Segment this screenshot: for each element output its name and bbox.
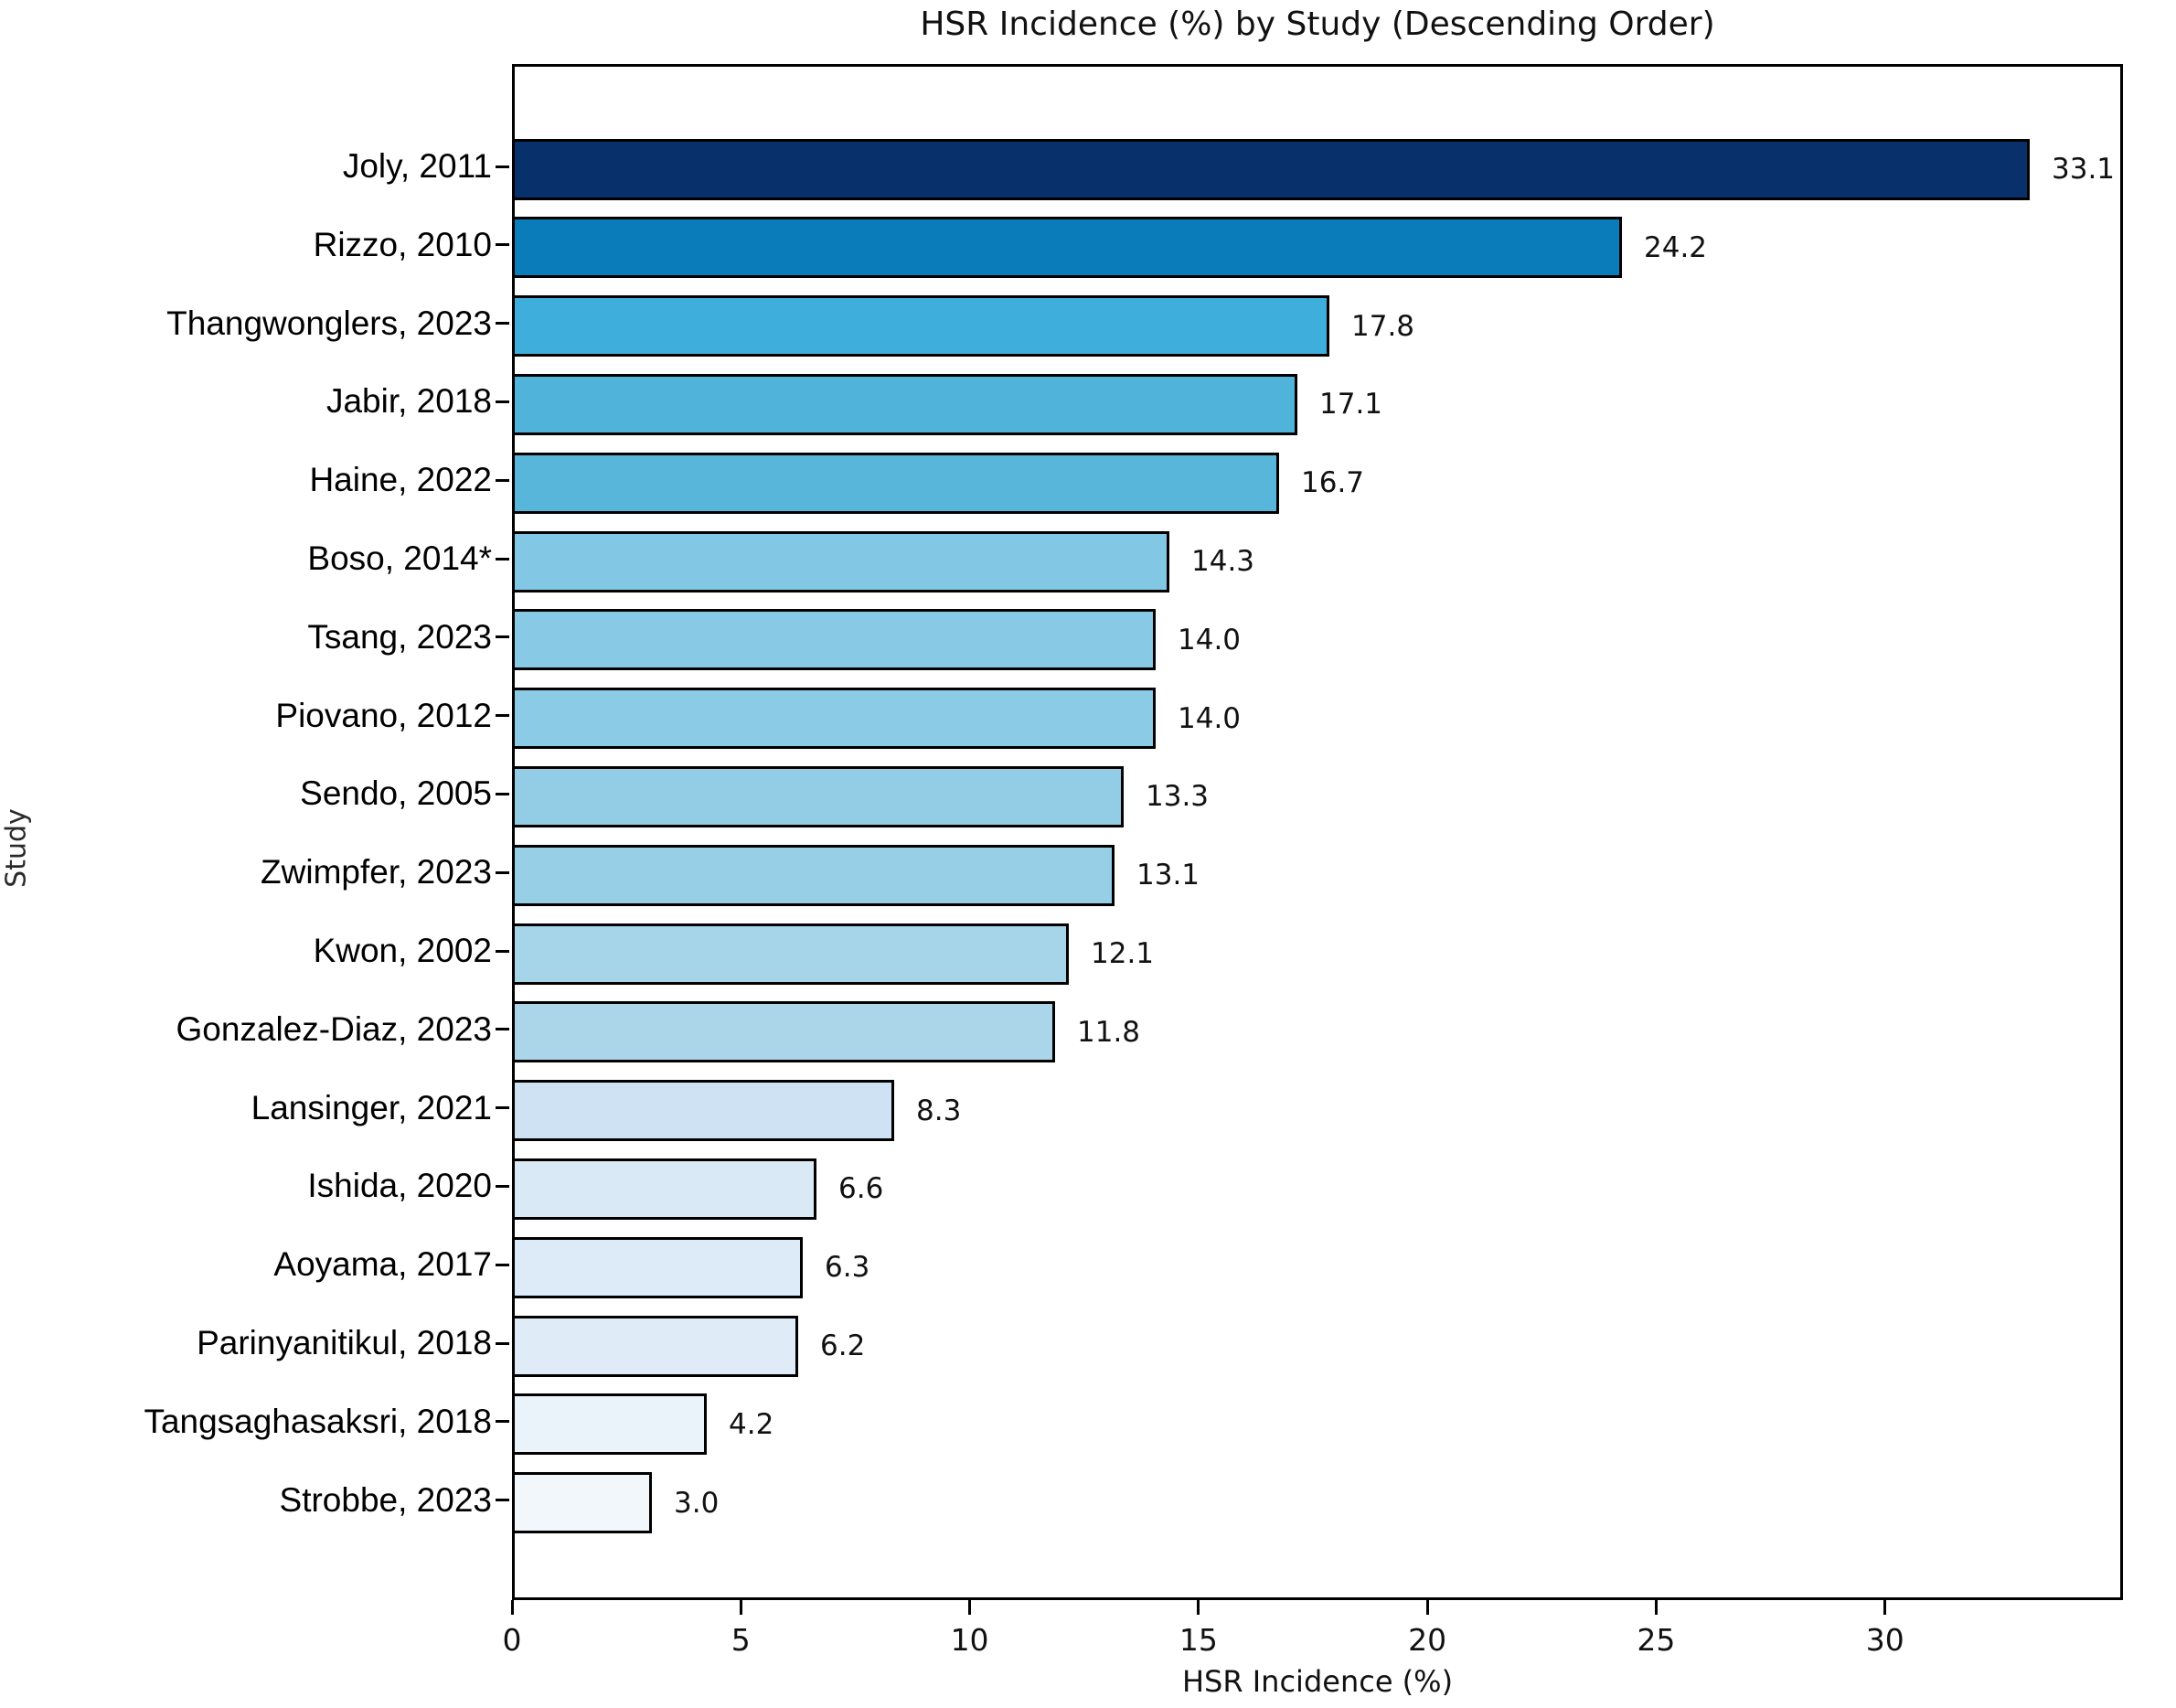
- bar-4: [515, 373, 1297, 435]
- y-tick-mark: [496, 1184, 509, 1188]
- bar-6: [515, 530, 1169, 592]
- category-label: Jabir, 2018: [325, 382, 492, 421]
- y-tick-mark: [496, 1028, 509, 1031]
- category-label: Sendo, 2005: [300, 774, 492, 813]
- y-tick-mark: [496, 792, 509, 795]
- bar-value-label: 12.1: [1091, 937, 1155, 970]
- x-tick-mark: [1654, 1600, 1658, 1615]
- category-label: Parinyanitikul, 2018: [197, 1324, 492, 1361]
- x-tick-label: 30: [1865, 1622, 1904, 1658]
- category-label: Lansinger, 2021: [251, 1088, 492, 1126]
- bar-value-label: 6.3: [825, 1251, 870, 1285]
- bar-14: [515, 1158, 816, 1220]
- bar-value-label: 6.6: [838, 1172, 884, 1206]
- x-tick-label: 10: [950, 1622, 989, 1658]
- bar-value-label: 13.3: [1146, 780, 1210, 814]
- bar-value-label: 17.1: [1319, 388, 1383, 422]
- x-tick-label: 25: [1637, 1622, 1676, 1658]
- bar-value-label: 24.2: [1644, 230, 1708, 264]
- category-label: Gonzalez-Diaz, 2023: [176, 1009, 492, 1048]
- y-tick-mark: [496, 635, 509, 639]
- x-tick-mark: [968, 1600, 972, 1615]
- chart-title: HSR Incidence (%) by Study (Descending O…: [920, 5, 1715, 43]
- y-tick-mark: [496, 1341, 509, 1345]
- category-label: Ishida, 2020: [307, 1167, 492, 1205]
- y-tick-mark: [496, 400, 509, 403]
- category-label: Tangsaghasaksri, 2018: [144, 1402, 492, 1440]
- bar-value-label: 8.3: [916, 1094, 962, 1127]
- x-tick-mark: [1883, 1600, 1887, 1615]
- bar-value-label: 14.0: [1178, 623, 1242, 657]
- bar-value-label: 11.8: [1077, 1015, 1141, 1049]
- bar-12: [515, 1001, 1055, 1063]
- y-tick-mark: [496, 1420, 509, 1424]
- y-tick-mark: [496, 557, 509, 560]
- x-tick-mark: [1197, 1600, 1200, 1615]
- bar-13: [515, 1080, 894, 1142]
- bar-11: [515, 923, 1069, 985]
- bar-value-label: 14.0: [1178, 701, 1242, 735]
- bar-17: [515, 1393, 707, 1456]
- y-tick-mark: [496, 165, 509, 168]
- bar-1: [515, 138, 2030, 200]
- bar-7: [515, 609, 1156, 671]
- bar-16: [515, 1315, 798, 1377]
- category-label: Piovano, 2012: [275, 696, 492, 734]
- x-tick-mark: [510, 1600, 514, 1615]
- category-label: Zwimpfer, 2023: [261, 853, 492, 891]
- bar-value-label: 4.2: [729, 1407, 774, 1441]
- bar-10: [515, 844, 1115, 906]
- bar-value-label: 3.0: [674, 1486, 720, 1520]
- bar-5: [515, 452, 1279, 514]
- category-label: Kwon, 2002: [313, 932, 492, 969]
- y-axis-label: Study: [0, 808, 33, 888]
- x-tick-label: 0: [502, 1622, 522, 1658]
- x-tick-mark: [1425, 1600, 1429, 1615]
- y-tick-mark: [496, 1263, 509, 1266]
- bar-3: [515, 295, 1329, 358]
- category-label: Tsang, 2023: [307, 617, 492, 656]
- y-tick-mark: [496, 322, 509, 326]
- category-label: Joly, 2011: [342, 147, 492, 185]
- category-label: Aoyama, 2017: [273, 1245, 492, 1284]
- x-tick-label: 5: [731, 1622, 751, 1658]
- x-axis-label: HSR Incidence (%): [1181, 1664, 1454, 1699]
- x-tick-mark: [739, 1600, 742, 1615]
- bar-value-label: 17.8: [1351, 309, 1415, 343]
- bar-value-label: 14.3: [1191, 545, 1255, 578]
- x-tick-label: 20: [1408, 1622, 1447, 1658]
- plot-area: 33.1 24.2 17.8 17.1 16.7 14.3 14.0 14.0 13.3 13.1…: [512, 64, 2123, 1600]
- bar-value-label: 16.7: [1301, 466, 1365, 500]
- y-tick-mark: [496, 1106, 509, 1110]
- y-tick-mark: [496, 478, 509, 482]
- bar-2: [515, 217, 1622, 279]
- y-tick-mark: [496, 1499, 509, 1502]
- y-tick-mark: [496, 870, 509, 874]
- y-tick-mark: [496, 714, 509, 718]
- category-label: Rizzo, 2010: [313, 225, 492, 263]
- y-tick-mark: [496, 243, 509, 247]
- bar-18: [515, 1472, 652, 1534]
- y-tick-mark: [496, 949, 509, 953]
- bar-9: [515, 765, 1124, 827]
- category-label: Boso, 2014*: [307, 539, 492, 577]
- bar-value-label: 13.1: [1136, 859, 1200, 892]
- bar-15: [515, 1236, 803, 1298]
- bar-value-label: 33.1: [2052, 153, 2116, 186]
- plot-inner: 33.1 24.2 17.8 17.1 16.7 14.3 14.0 14.0 13.3 13.1…: [515, 67, 2120, 1597]
- x-tick-label: 15: [1179, 1622, 1218, 1658]
- category-label: Strobbe, 2023: [279, 1480, 492, 1519]
- category-label: Thangwonglers, 2023: [166, 304, 492, 342]
- bar-8: [515, 688, 1156, 750]
- bar-value-label: 6.2: [820, 1329, 866, 1362]
- category-label: Haine, 2022: [309, 461, 492, 499]
